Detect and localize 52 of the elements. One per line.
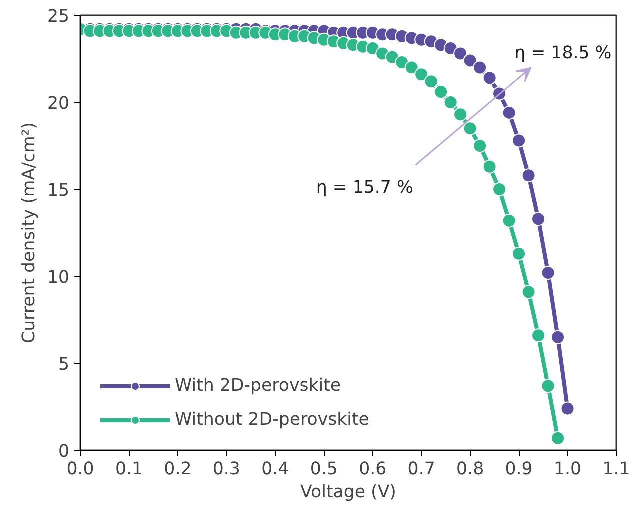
x-tick-label: 0.2 [164, 460, 192, 480]
point [492, 182, 507, 196]
x-tick-label: 0.9 [505, 460, 533, 480]
point [404, 60, 419, 75]
x-tick-label: 0.7 [408, 460, 436, 480]
point [560, 402, 575, 416]
y-tick-label: 15 [47, 181, 70, 201]
point [454, 108, 468, 122]
point [434, 85, 448, 100]
point [551, 431, 566, 446]
point [512, 246, 526, 261]
point [532, 328, 546, 343]
x-tick-label: 0.1 [115, 460, 144, 480]
point [463, 54, 478, 68]
y-axis-title: Current density (mA/cm²) [19, 122, 40, 344]
x-tick-label: 0.4 [262, 460, 290, 480]
point [463, 122, 478, 136]
x-tick-label: 1.0 [554, 460, 582, 480]
point [473, 60, 488, 75]
legend-label: With 2D-perovskite [175, 376, 342, 396]
point [541, 266, 556, 280]
x-tick-label: 0.6 [359, 460, 387, 480]
y-tick-label: 5 [58, 355, 70, 375]
legend-label: Without 2D-perovskite [175, 410, 370, 430]
point [551, 330, 566, 344]
x-tick-label: 1.1 [602, 460, 630, 480]
point [395, 55, 410, 70]
point [482, 71, 497, 86]
point [502, 214, 516, 228]
point [424, 74, 438, 89]
point [414, 68, 429, 82]
y-tick-label: 25 [47, 7, 70, 27]
point [482, 160, 497, 174]
y-tick-label: 10 [47, 268, 70, 288]
point [522, 168, 536, 183]
point [444, 96, 458, 110]
point [522, 285, 536, 300]
point [454, 46, 468, 61]
point [541, 379, 556, 394]
annotation: η = 15.7 % [316, 178, 414, 198]
x-tick-label: 0.0 [66, 460, 94, 480]
point [512, 134, 526, 148]
annotation: η = 18.5 % [514, 43, 612, 64]
x-tick-label: 0.5 [310, 460, 338, 480]
y-tick-label: 0 [58, 442, 70, 462]
x-axis-title: Voltage (V) [300, 482, 396, 502]
point [532, 212, 546, 226]
point [502, 106, 516, 120]
y-tick-label: 20 [47, 94, 70, 114]
point [473, 139, 488, 153]
x-tick-label: 0.3 [212, 460, 240, 480]
x-tick-label: 0.8 [456, 460, 484, 480]
